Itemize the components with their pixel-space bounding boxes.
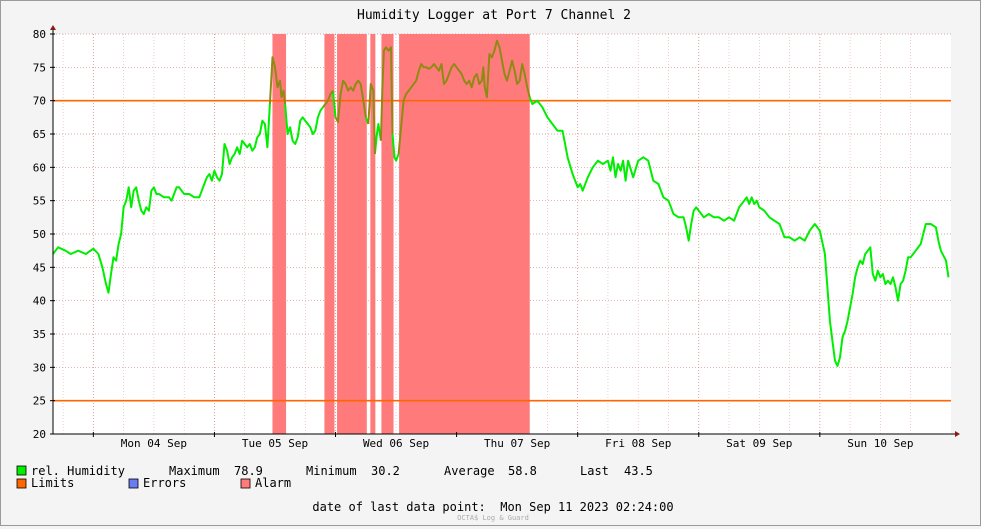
legend-swatch-humidity bbox=[16, 465, 27, 476]
y-tick-label: 25 bbox=[33, 395, 46, 408]
humidity-line-segment bbox=[528, 96, 950, 367]
humidity-line-alarm-segment bbox=[334, 79, 367, 123]
legend-swatch-alarm bbox=[240, 478, 251, 489]
alarm-band bbox=[370, 34, 376, 434]
chart-title: Humidity Logger at Port 7 Channel 2 bbox=[357, 8, 631, 23]
humidity-line-segment bbox=[52, 103, 271, 294]
x-tick-label: Tue 05 Sep bbox=[242, 437, 308, 450]
x-tick-labels: Mon 04 Sep Tue 05 Sep Wed 06 Sep Thu 07 Sep… bbox=[121, 437, 914, 450]
humidity-line-segment bbox=[391, 133, 400, 162]
stat-last-value: 43.5 bbox=[624, 464, 653, 478]
x-tick-label: Fri 08 Sep bbox=[605, 437, 671, 450]
legend-label-errors: Errors bbox=[143, 476, 186, 490]
y-tick-label: 70 bbox=[33, 95, 46, 108]
stat-average-value: 58.8 bbox=[508, 464, 537, 478]
y-tick-label: 65 bbox=[33, 128, 46, 141]
y-tick-label: 45 bbox=[33, 261, 46, 274]
series-layer bbox=[52, 39, 950, 367]
alarm-band bbox=[272, 34, 287, 434]
y-tick-label: 60 bbox=[33, 161, 46, 174]
humidity-line-alarm-segment bbox=[379, 46, 394, 141]
y-tick-label: 30 bbox=[33, 361, 46, 374]
legend-label-humidity: rel. Humidity bbox=[31, 464, 125, 478]
humidity-line-alarm-segment bbox=[397, 39, 531, 155]
x-tick-label: Thu 07 Sep bbox=[484, 437, 550, 450]
stat-minimum-label: Minimum bbox=[306, 464, 357, 478]
y-axis-arrow bbox=[50, 25, 56, 30]
humidity-line-segment bbox=[284, 103, 324, 145]
legend: rel. Humidity Limits Errors Alarm bbox=[16, 464, 291, 490]
statistics: Maximum 78.9 Minimum 30.2 Average 58.8 L… bbox=[169, 464, 653, 478]
limit-lines bbox=[53, 99, 951, 402]
legend-label-limits: Limits bbox=[31, 476, 74, 490]
humidity-line-alarm-segment bbox=[268, 56, 287, 105]
axes bbox=[50, 25, 960, 437]
x-tick-label: Sat 09 Sep bbox=[726, 437, 792, 450]
y-tick-label: 20 bbox=[33, 428, 46, 441]
x-tick-label: Sun 10 Sep bbox=[847, 437, 913, 450]
alarm-band bbox=[381, 34, 394, 434]
y-tick-label: 55 bbox=[33, 195, 46, 208]
humidity-line-segment bbox=[332, 90, 337, 118]
humidity-line-alarm-segment bbox=[367, 83, 376, 155]
y-tick-label: 50 bbox=[33, 228, 46, 241]
legend-swatch-limits bbox=[16, 478, 27, 489]
x-axis-arrow bbox=[955, 431, 960, 437]
credit-text: OCTA$ Log & Guard bbox=[457, 514, 529, 522]
humidity-line-segment bbox=[373, 123, 382, 155]
y-tick-label: 40 bbox=[33, 295, 46, 308]
y-tick-labels: 20 25 30 35 40 45 50 55 60 65 70 75 80 bbox=[33, 28, 46, 441]
y-tick-label: 75 bbox=[33, 61, 46, 74]
stat-average-label: Average bbox=[444, 464, 495, 478]
x-tick-label: Wed 06 Sep bbox=[363, 437, 429, 450]
x-tick-label: Mon 04 Sep bbox=[121, 437, 187, 450]
last-data-point: date of last data point: Mon Sep 11 2023… bbox=[312, 500, 673, 514]
humidity-line-alarm-segment bbox=[322, 90, 334, 108]
stat-minimum-value: 30.2 bbox=[371, 464, 400, 478]
stat-maximum-label: Maximum bbox=[169, 464, 220, 478]
stat-last-label: Last bbox=[580, 464, 609, 478]
y-tick-label: 80 bbox=[33, 28, 46, 41]
stat-maximum-value: 78.9 bbox=[234, 464, 263, 478]
y-tick-label: 35 bbox=[33, 328, 46, 341]
legend-swatch-errors bbox=[128, 478, 139, 489]
legend-label-alarm: Alarm bbox=[255, 476, 291, 490]
alarm-band bbox=[324, 34, 335, 434]
alarm-band bbox=[399, 34, 530, 434]
